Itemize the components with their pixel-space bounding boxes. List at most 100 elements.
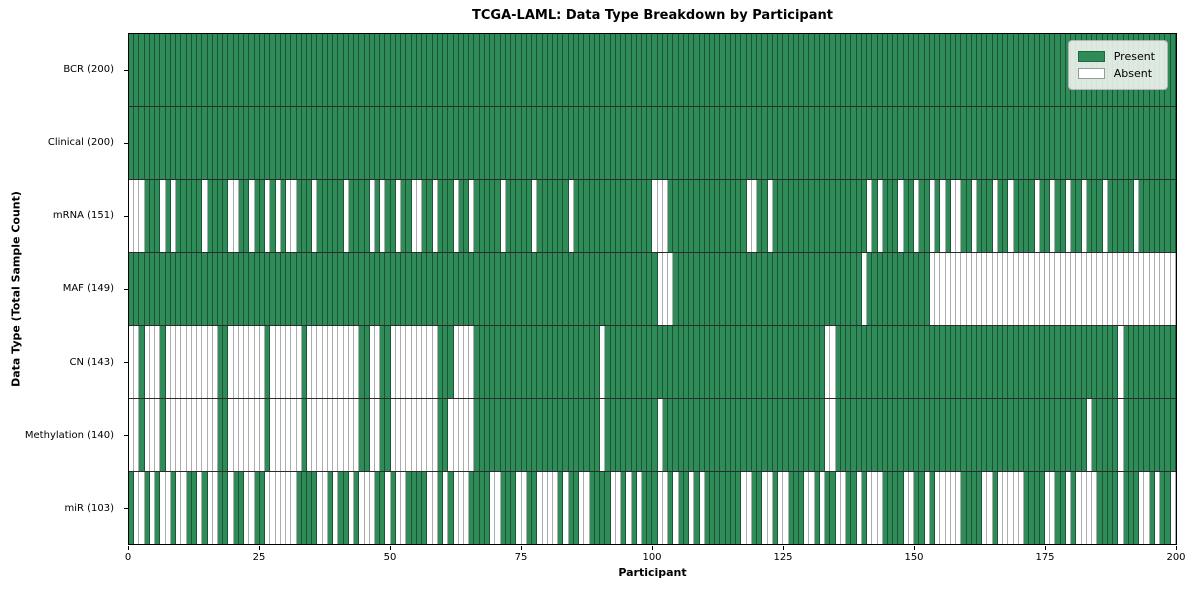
heatmap-cell — [683, 34, 690, 106]
heatmap-cell — [286, 107, 292, 179]
heatmap-cell — [647, 180, 653, 252]
heatmap-cell — [411, 107, 417, 179]
heatmap-cell — [919, 253, 925, 325]
heatmap-cell — [1128, 180, 1134, 252]
heatmap-cell — [704, 326, 711, 398]
heatmap-cell — [976, 326, 983, 398]
heatmap-cell — [170, 107, 177, 179]
heatmap-cell — [532, 399, 538, 471]
heatmap-cell — [772, 107, 779, 179]
heatmap-cell — [1086, 180, 1093, 252]
heatmap-cell — [1139, 326, 1145, 398]
heatmap-cell — [217, 34, 224, 106]
heatmap-cell — [181, 326, 187, 398]
heatmap-cell — [1123, 253, 1129, 325]
heatmap-cell — [830, 472, 836, 544]
heatmap-cell — [390, 107, 396, 179]
heatmap-cell — [495, 472, 501, 544]
heatmap-cell — [453, 399, 459, 471]
heatmap-cell — [359, 472, 365, 544]
heatmap-cell — [495, 107, 501, 179]
heatmap-cell — [144, 472, 150, 544]
heatmap-cell — [1128, 326, 1134, 398]
heatmap-cell — [589, 326, 595, 398]
heatmap-cell — [458, 34, 464, 106]
heatmap-cell — [333, 326, 339, 398]
heatmap-cell — [568, 34, 574, 106]
heatmap-cell — [547, 472, 553, 544]
heatmap-cell — [783, 107, 789, 179]
heatmap-cell — [526, 107, 533, 179]
heatmap-cell — [333, 34, 339, 106]
heatmap-cell — [772, 399, 779, 471]
heatmap-cell — [631, 472, 637, 544]
heatmap-cell — [715, 34, 721, 106]
heatmap-cell — [762, 399, 768, 471]
heatmap-cell — [992, 472, 998, 544]
heatmap-cell — [202, 326, 208, 398]
heatmap-cell — [155, 34, 161, 106]
heatmap-cell — [699, 107, 705, 179]
heatmap-cell — [725, 472, 731, 544]
heatmap-cell — [950, 253, 957, 325]
heatmap-cell — [689, 399, 695, 471]
heatmap-cell — [448, 107, 454, 179]
heatmap-cell — [615, 180, 622, 252]
heatmap-cell — [291, 253, 297, 325]
heatmap-cell — [689, 253, 695, 325]
heatmap-cell — [594, 34, 601, 106]
heatmap-cell — [1060, 399, 1066, 471]
heatmap-cell — [762, 253, 768, 325]
heatmap-cell — [1113, 180, 1119, 252]
heatmap-cell — [982, 472, 988, 544]
heatmap-cell — [1170, 34, 1176, 106]
heatmap-cell — [945, 326, 951, 398]
heatmap-cell — [129, 399, 135, 471]
heatmap-cell — [301, 253, 307, 325]
heatmap-cell — [327, 399, 334, 471]
heatmap-cell — [464, 326, 470, 398]
heatmap-cell — [819, 326, 826, 398]
heatmap-cell — [668, 107, 674, 179]
heatmap-cell — [1092, 253, 1098, 325]
heatmap-cell — [1013, 253, 1019, 325]
heatmap-cell — [317, 107, 323, 179]
heatmap-cell — [443, 472, 449, 544]
heatmap-cell — [1003, 399, 1009, 471]
heatmap-row-Methylation — [129, 399, 1176, 472]
heatmap-cell — [343, 326, 349, 398]
heatmap-cell — [144, 180, 150, 252]
heatmap-cell — [924, 107, 930, 179]
heatmap-cell — [1102, 253, 1108, 325]
heatmap-cell — [343, 180, 349, 252]
heatmap-cell — [212, 326, 218, 398]
heatmap-cell — [751, 107, 758, 179]
heatmap-cell — [699, 34, 705, 106]
heatmap-cell — [134, 34, 140, 106]
heatmap-cell — [1071, 253, 1077, 325]
heatmap-cell — [657, 326, 663, 398]
heatmap-cell — [317, 399, 323, 471]
heatmap-cell — [244, 253, 250, 325]
heatmap-cell — [678, 253, 684, 325]
heatmap-cell — [992, 180, 998, 252]
heatmap-cell — [589, 399, 595, 471]
heatmap-cell — [914, 326, 920, 398]
heatmap-cell — [840, 180, 847, 252]
heatmap-cell — [306, 34, 313, 106]
heatmap-cell — [1165, 180, 1171, 252]
heatmap-cell — [877, 180, 883, 252]
heatmap-cell — [479, 472, 485, 544]
heatmap-cell — [1154, 180, 1161, 252]
heatmap-cell — [966, 326, 972, 398]
heatmap-cell — [652, 399, 658, 471]
heatmap-cell — [458, 107, 464, 179]
heatmap-cell — [552, 326, 559, 398]
heatmap-cell — [840, 253, 847, 325]
heatmap-cell — [987, 326, 993, 398]
heatmap-cell — [505, 326, 512, 398]
heatmap-cell — [521, 326, 527, 398]
heatmap-cell — [840, 107, 847, 179]
heatmap-cell — [448, 253, 454, 325]
heatmap-cell — [877, 472, 883, 544]
